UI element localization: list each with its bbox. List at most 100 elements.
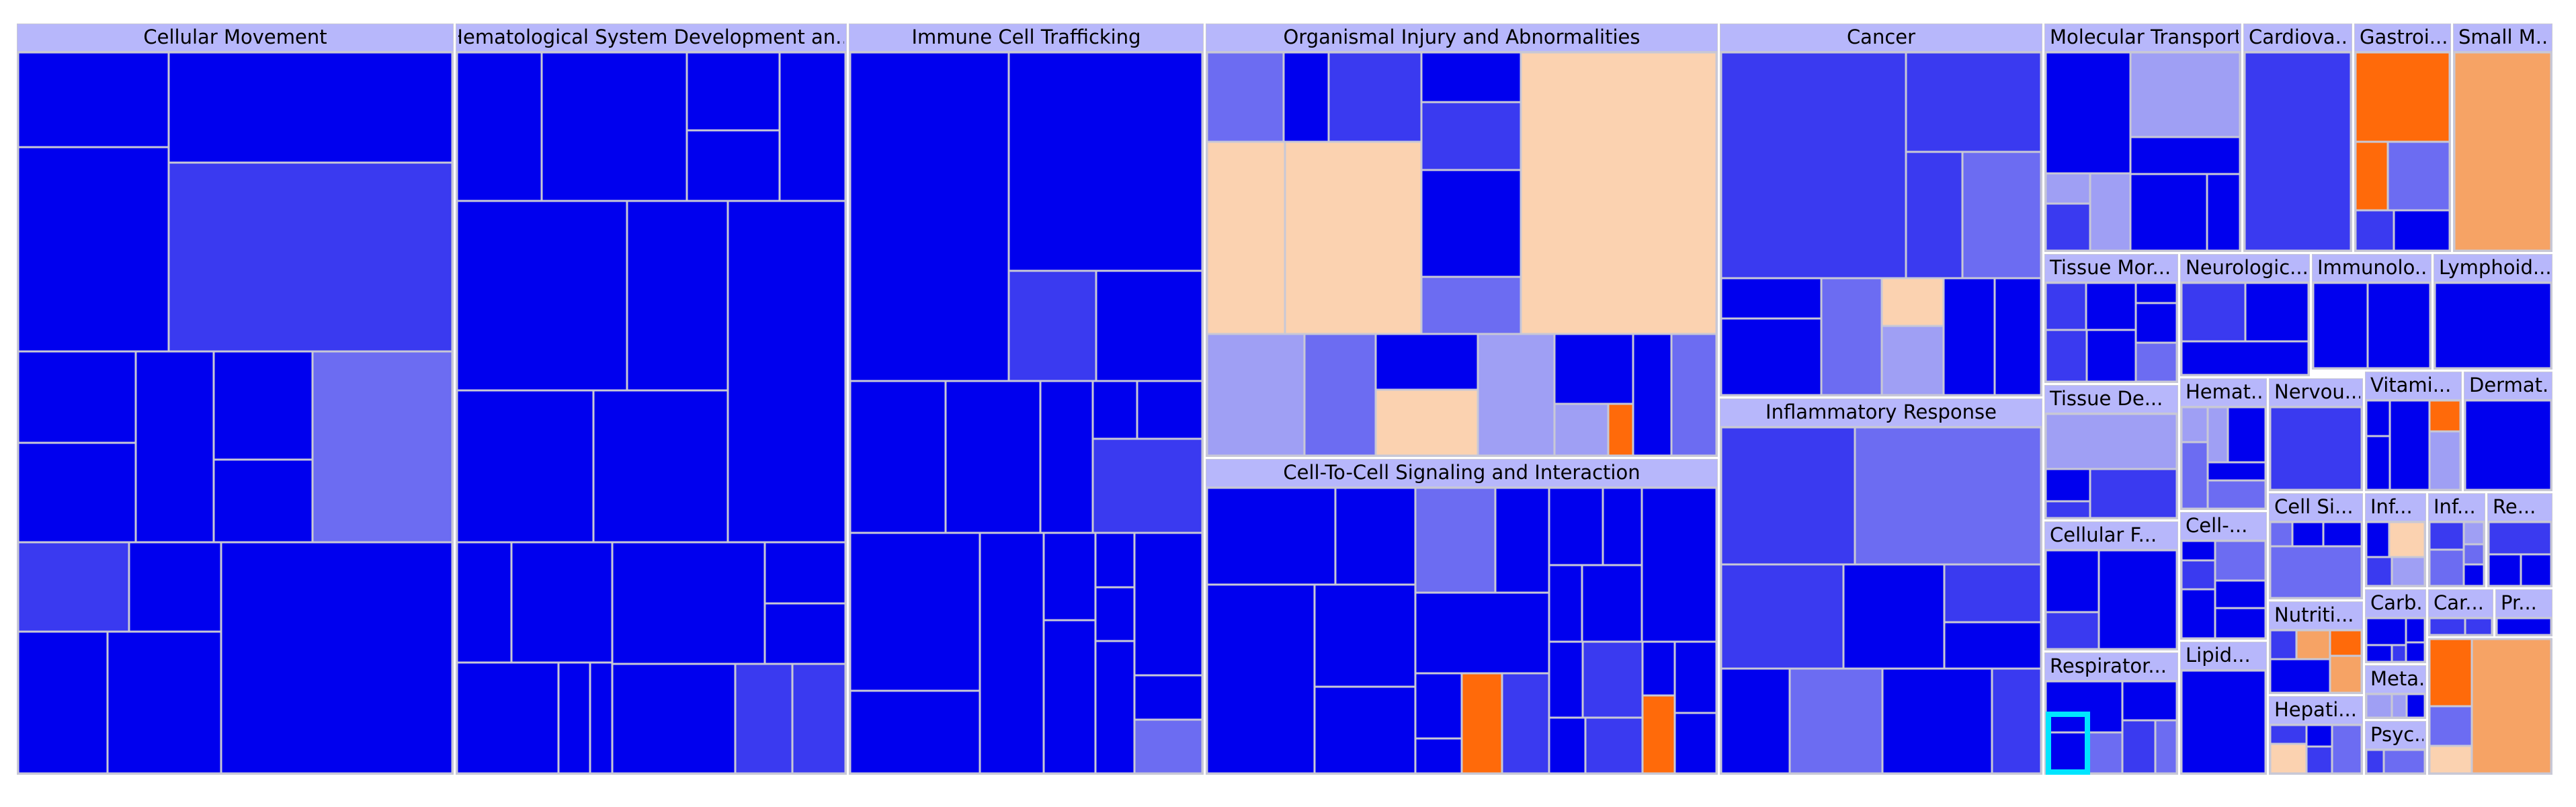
category-group[interactable]: Molecular Transport (2044, 24, 2242, 252)
treemap-tile[interactable] (1942, 277, 1996, 396)
treemap-tile[interactable] (17, 146, 170, 353)
treemap-tile[interactable] (2121, 719, 2157, 775)
category-group[interactable]: Organismal Injury and Abnormalities (1206, 24, 1718, 457)
treemap-tile[interactable] (456, 389, 595, 544)
treemap-tile[interactable] (589, 661, 614, 775)
treemap-tile[interactable] (1303, 333, 1377, 457)
treemap-tile[interactable] (2044, 413, 2178, 470)
category-header[interactable] (2366, 722, 2425, 749)
treemap-tile[interactable] (2180, 406, 2209, 443)
category-group[interactable]: Gastroi... (2354, 24, 2451, 252)
treemap-tile[interactable] (1788, 667, 1884, 775)
treemap-tile[interactable] (1042, 532, 1097, 622)
treemap-tile[interactable] (2487, 553, 2522, 587)
treemap-tile[interactable] (2331, 724, 2363, 775)
treemap-tile[interactable] (2354, 51, 2451, 143)
treemap-tile[interactable] (134, 350, 215, 544)
treemap-tile[interactable] (1420, 51, 1522, 103)
category-header[interactable] (2488, 494, 2552, 521)
treemap-tile[interactable] (1206, 583, 1316, 775)
treemap-tile[interactable] (2365, 521, 2391, 558)
category-group[interactable]: Pr... (2495, 589, 2552, 636)
treemap-tile[interactable] (849, 51, 1010, 382)
treemap-tile[interactable] (1007, 269, 1097, 382)
treemap-tile[interactable] (167, 51, 454, 164)
treemap-tile[interactable] (2405, 693, 2426, 719)
treemap-tile[interactable] (726, 200, 847, 544)
treemap-tile[interactable] (510, 541, 614, 664)
category-group[interactable]: Carb... (2365, 589, 2435, 663)
category-group[interactable]: Cell Si... (2269, 493, 2363, 599)
category-group[interactable]: Cell-... (2180, 512, 2267, 640)
treemap-tile[interactable] (2382, 749, 2426, 775)
treemap-tile[interactable] (2391, 693, 2408, 719)
treemap-tile[interactable] (212, 458, 314, 544)
treemap-tile[interactable] (106, 630, 222, 775)
treemap-tile[interactable] (2206, 479, 2267, 510)
treemap-tile[interactable] (2214, 607, 2267, 640)
treemap-tile[interactable] (2206, 461, 2267, 482)
treemap-tile[interactable] (2269, 629, 2298, 661)
treemap-tile[interactable] (2206, 173, 2241, 252)
treemap-tile[interactable] (1091, 437, 1204, 534)
category-header[interactable] (2464, 372, 2552, 399)
treemap-tile[interactable] (1420, 101, 1522, 171)
treemap-tile[interactable] (2134, 341, 2178, 383)
category-header[interactable] (2454, 24, 2552, 51)
treemap-tile[interactable] (1206, 333, 1306, 457)
treemap-tile[interactable] (2044, 329, 2088, 383)
treemap-tile[interactable] (2134, 302, 2178, 344)
treemap-tile[interactable] (611, 663, 737, 775)
treemap-tile[interactable] (212, 350, 314, 461)
treemap-tile[interactable] (2366, 282, 2432, 370)
treemap-tile[interactable] (1420, 275, 1522, 335)
treemap-tile[interactable] (17, 630, 109, 775)
category-group[interactable]: Inf... (2428, 493, 2485, 587)
treemap-tile[interactable] (2428, 548, 2465, 587)
category-header[interactable] (2045, 24, 2241, 51)
treemap-tile[interactable] (2365, 556, 2393, 587)
treemap-tile[interactable] (2269, 406, 2363, 491)
category-header[interactable] (2244, 24, 2352, 51)
category-group[interactable]: Inf... (2365, 493, 2426, 587)
category-header[interactable] (2181, 642, 2266, 669)
treemap-tile[interactable] (1327, 51, 1423, 143)
treemap-tile[interactable] (2428, 705, 2473, 747)
treemap-tile[interactable] (2365, 644, 2393, 663)
treemap-tile[interactable] (540, 51, 688, 202)
category-header[interactable] (2045, 653, 2177, 680)
treemap-tile[interactable] (1548, 716, 1587, 775)
treemap-tile[interactable] (1094, 532, 1136, 589)
category-group[interactable]: Small M... (2453, 24, 2554, 252)
category-header[interactable] (2429, 494, 2485, 521)
treemap-tile[interactable] (1881, 667, 1993, 775)
treemap-tile[interactable] (1991, 667, 2042, 775)
treemap-tile[interactable] (1993, 277, 2042, 396)
treemap-tile[interactable] (2365, 399, 2391, 437)
treemap-tile[interactable] (763, 541, 847, 605)
treemap-tile[interactable] (778, 51, 847, 202)
treemap-tile[interactable] (1640, 486, 1718, 643)
treemap-tile[interactable] (1943, 563, 2042, 624)
treemap-tile[interactable] (2269, 742, 2308, 775)
treemap-tile[interactable] (2365, 435, 2391, 491)
treemap-tile[interactable] (1548, 640, 1584, 719)
category-header[interactable] (17, 24, 453, 51)
treemap-tile[interactable] (2269, 545, 2363, 599)
treemap-tile[interactable] (2227, 406, 2267, 464)
treemap-tile[interactable] (1420, 169, 1522, 278)
category-header[interactable] (849, 24, 1203, 51)
treemap-tile[interactable] (979, 532, 1045, 775)
treemap-tile[interactable] (2354, 140, 2389, 212)
treemap-tile[interactable] (2329, 629, 2363, 657)
treemap-tile[interactable] (1133, 532, 1204, 677)
treemap-tile[interactable] (2243, 51, 2352, 252)
treemap-tile[interactable] (2180, 559, 2216, 591)
category-group[interactable]: Lipid... (2180, 642, 2267, 775)
treemap-tile[interactable] (2428, 430, 2462, 491)
treemap-tile[interactable] (17, 51, 170, 148)
treemap-tile[interactable] (2470, 638, 2552, 775)
treemap-tile[interactable] (1313, 583, 1417, 688)
treemap-tile[interactable] (2428, 521, 2465, 551)
category-header[interactable] (2045, 522, 2177, 549)
